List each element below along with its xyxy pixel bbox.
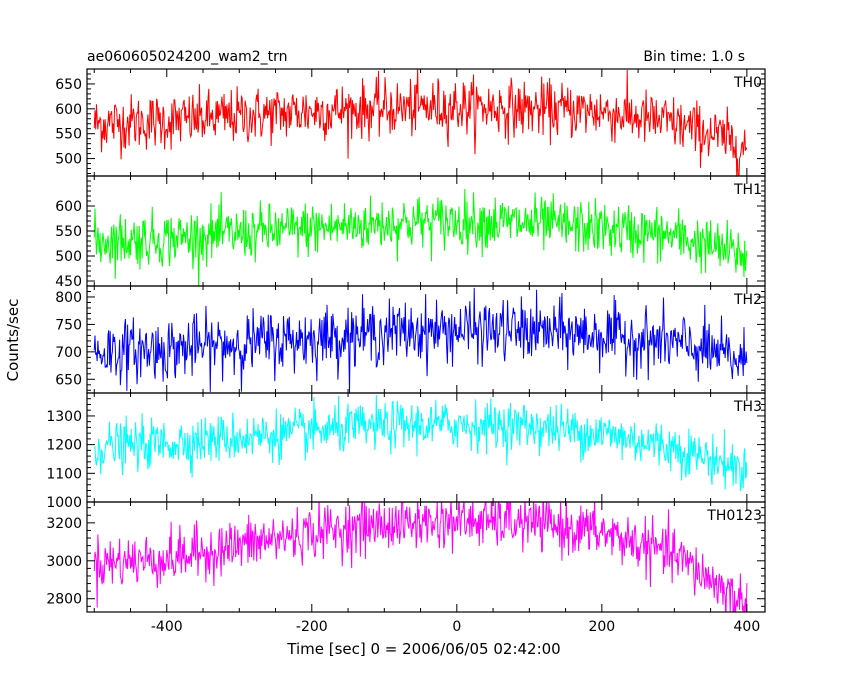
y-tick-label: 550 [55,127,82,143]
y-axis-label: Counts/sec [4,299,22,382]
y-tick-label: 500 [55,249,82,265]
y-tick-label: 600 [55,199,82,215]
y-tick-label: 1100 [46,466,82,482]
series-line-th0 [93,69,748,176]
y-tick-label: 3000 [46,554,82,570]
y-tick-label: 650 [55,77,82,93]
chart-title: ae060605024200_wam2_trn [87,49,288,65]
panel-label: TH0123 [706,508,762,524]
x-tick-label: -400 [151,619,183,635]
y-tick-label: 600 [55,102,82,118]
x-tick-label: 0 [452,619,461,635]
y-tick-label: 800 [55,290,82,306]
y-tick-label: 450 [55,274,82,290]
y-tick-label: 3200 [46,516,82,532]
panels-group: 650 600 550 500 TH0 600 550 500 450 TH1 800 750 700 6… [46,68,766,613]
x-tick-label: -200 [296,619,328,635]
x-axis-label: Time [sec] 0 = 2006/06/05 02:42:00 [286,640,560,658]
y-tick-label: 750 [55,317,82,333]
y-tick-label: 2800 [46,592,82,608]
series-line-th2 [93,287,748,393]
panel-label: TH1 [733,182,762,198]
y-tick-label: 1200 [46,438,82,454]
panel-frame [86,501,766,613]
series-line-th1 [93,189,748,286]
series-line-th3 [93,395,748,491]
x-tick-label: 400 [734,619,761,635]
y-tick-label: 1000 [46,495,82,511]
y-tick-label: 500 [55,152,82,168]
panel-th0: 650 600 550 500 TH0 [55,68,766,177]
y-tick-label: 650 [55,372,82,388]
panel-th3: 1300 1200 1100 1000 TH3 [46,392,766,511]
panel-label: TH2 [733,292,762,308]
x-axis: -400 -200 0 200 400 [151,619,760,635]
x-tick-label: 200 [588,619,615,635]
y-tick-label: 700 [55,345,82,361]
series-line-th0123 [93,502,748,612]
y-tick-label: 1300 [46,409,82,425]
panel-frame [86,68,766,177]
panel-label: TH0 [733,75,762,91]
panel-label: TH3 [733,399,762,415]
panel-th1: 600 550 500 450 TH1 [55,175,766,290]
y-tick-label: 550 [55,224,82,240]
bin-time-label: Bin time: 1.0 s [643,49,745,65]
panel-th0123: 3200 3000 2800 TH0123 [46,501,766,613]
panel-th2: 800 750 700 650 TH2 [55,285,766,394]
